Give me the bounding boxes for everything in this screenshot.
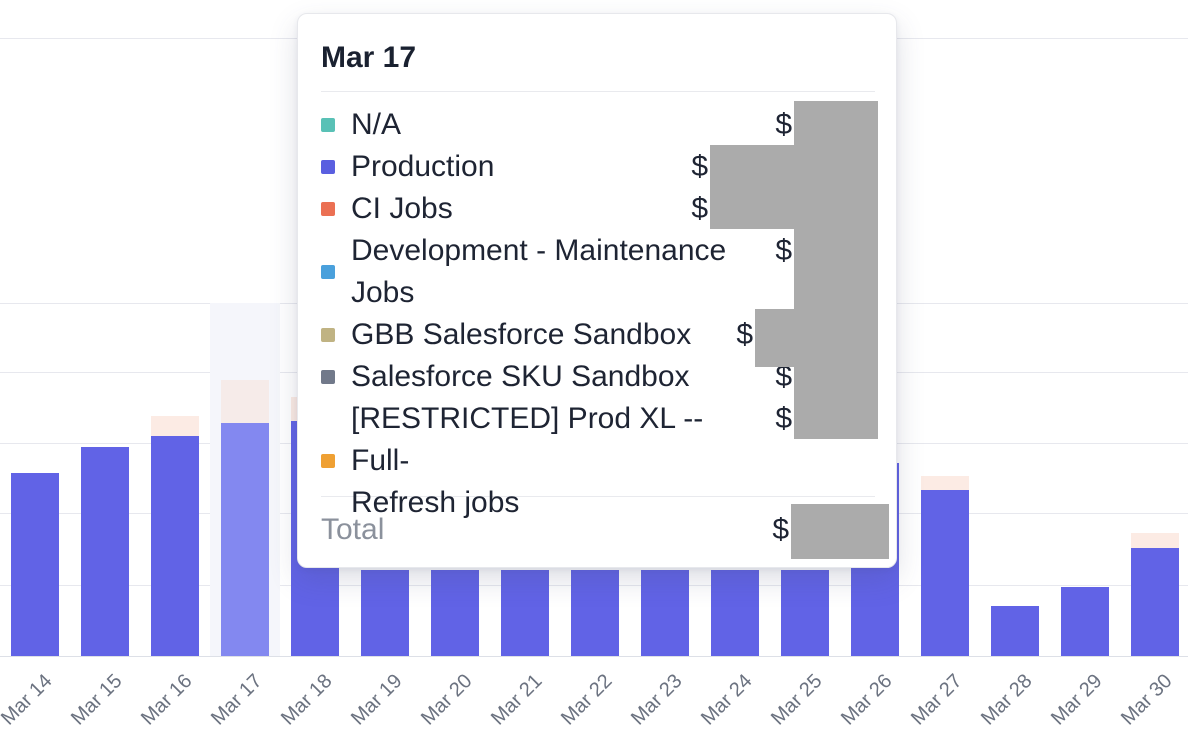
bar-segment-production: [711, 570, 759, 656]
series-label: Salesforce SKU Sandbox: [351, 360, 690, 393]
bar-segment-ci-jobs: [921, 476, 969, 490]
bar-mar-19[interactable]: [361, 570, 409, 656]
bar-mar-24[interactable]: [711, 570, 759, 656]
series-color-swatch: [321, 160, 335, 174]
tooltip-row: N/A: [321, 104, 741, 146]
bar-mar-17[interactable]: [221, 380, 269, 656]
tooltip-row: CI Jobs: [321, 188, 741, 230]
bar-segment-production: [221, 423, 269, 656]
total-value-prefix: $: [772, 513, 789, 546]
bar-mar-29[interactable]: [1061, 587, 1109, 656]
series-label: N/A: [351, 108, 402, 141]
tooltip-rows: N/A Production CI Jobs Development - Mainte…: [321, 104, 741, 524]
bar-mar-23[interactable]: [641, 570, 689, 656]
bar-segment-production: [921, 490, 969, 656]
tooltip-row: GBB Salesforce Sandbox: [321, 314, 741, 356]
bar-segment-ci-jobs: [221, 380, 269, 423]
series-color-swatch: [321, 202, 335, 216]
redaction-box: [791, 504, 889, 559]
bar-segment-ci-jobs: [151, 416, 199, 436]
series-value-prefix: $: [775, 360, 792, 393]
tooltip-total-label: Total: [321, 513, 385, 546]
series-value-prefix: $: [775, 108, 792, 141]
tooltip-row: [RESTRICTED] Prod XL -- Full- Refresh jo…: [321, 398, 741, 524]
bar-segment-production: [431, 570, 479, 656]
bar-segment-production: [571, 570, 619, 656]
tooltip-divider: [321, 496, 875, 497]
bar-segment-production: [151, 436, 199, 656]
series-label: Production: [351, 150, 495, 183]
bar-segment-production: [501, 570, 549, 656]
redaction-box: [755, 309, 794, 367]
series-value-prefix: $: [775, 402, 792, 435]
series-color-swatch: [321, 328, 335, 342]
bar-segment-production: [11, 473, 59, 656]
bar-mar-30[interactable]: [1131, 533, 1179, 656]
series-color-swatch: [321, 454, 335, 468]
series-label: Development - Maintenance Jobs: [351, 234, 727, 309]
tooltip-divider: [321, 91, 875, 92]
bar-mar-16[interactable]: [151, 416, 199, 656]
bar-segment-production: [781, 570, 829, 656]
tooltip-row: Development - Maintenance Jobs: [321, 230, 741, 314]
bar-segment-production: [1131, 548, 1179, 656]
bar-mar-21[interactable]: [501, 570, 549, 656]
series-value-prefix: $: [691, 192, 708, 225]
bar-mar-20[interactable]: [431, 570, 479, 656]
bar-segment-production: [1061, 587, 1109, 656]
chart-tooltip: Mar 17 Total N/A Production CI Jobs Develop…: [297, 13, 897, 568]
bar-mar-14[interactable]: [11, 473, 59, 656]
bar-mar-22[interactable]: [571, 570, 619, 656]
redaction-box: [794, 101, 878, 439]
series-label: CI Jobs: [351, 192, 453, 225]
tooltip-row: Production: [321, 146, 741, 188]
series-color-swatch: [321, 265, 335, 279]
bar-segment-production: [361, 570, 409, 656]
x-axis-line: [0, 656, 1188, 657]
bar-segment-production: [991, 606, 1039, 656]
bar-mar-15[interactable]: [81, 447, 129, 656]
series-value-prefix: $: [736, 318, 753, 351]
series-color-swatch: [321, 370, 335, 384]
bar-mar-28[interactable]: [991, 606, 1039, 656]
bar-segment-production: [81, 447, 129, 656]
series-value-prefix: $: [691, 150, 708, 183]
redaction-box: [710, 145, 794, 229]
series-label: [RESTRICTED] Prod XL -- Full- Refresh jo…: [351, 402, 704, 519]
bar-mar-25[interactable]: [781, 570, 829, 656]
series-value-prefix: $: [775, 234, 792, 267]
tooltip-title: Mar 17: [321, 41, 417, 74]
bar-segment-production: [641, 570, 689, 656]
series-color-swatch: [321, 118, 335, 132]
series-label: GBB Salesforce Sandbox: [351, 318, 692, 351]
bar-mar-27[interactable]: [921, 476, 969, 656]
bar-segment-ci-jobs: [1131, 533, 1179, 548]
tooltip-row: Salesforce SKU Sandbox: [321, 356, 741, 398]
